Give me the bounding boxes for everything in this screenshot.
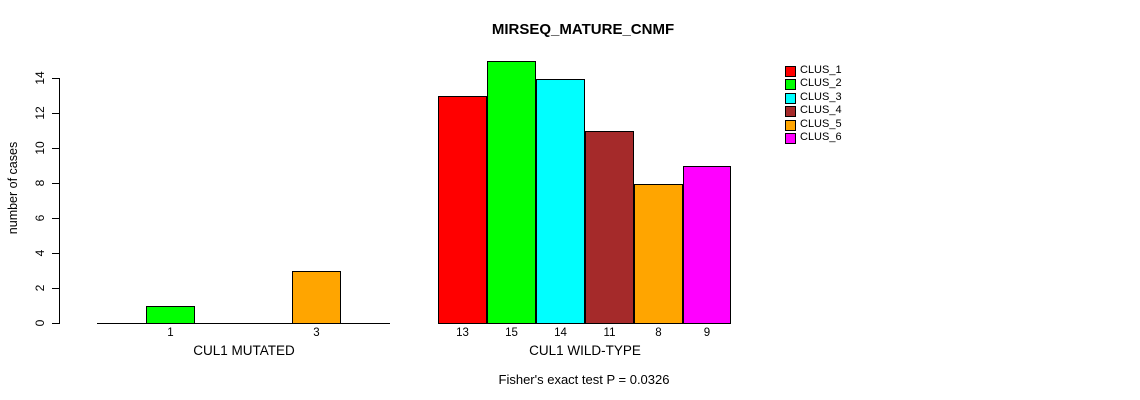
group-label: CUL1 WILD-TYPE bbox=[529, 343, 641, 358]
chart-title: MIRSEQ_MATURE_CNMF bbox=[491, 21, 675, 38]
y-tick-label: 4 bbox=[33, 249, 47, 257]
bar bbox=[683, 166, 731, 324]
y-tick-label: 6 bbox=[33, 214, 47, 222]
bar-value-label: 15 bbox=[505, 327, 518, 339]
legend-label: CLUS_6 bbox=[800, 131, 842, 143]
y-tick-mark bbox=[52, 323, 59, 324]
legend-label: CLUS_2 bbox=[800, 77, 842, 89]
bar-value-label: 13 bbox=[456, 327, 469, 339]
bar-value-label: 3 bbox=[313, 327, 320, 339]
legend-swatch bbox=[785, 120, 796, 131]
y-tick-mark bbox=[52, 183, 59, 184]
legend-swatch bbox=[785, 66, 796, 77]
y-tick-label: 14 bbox=[33, 71, 47, 85]
bar bbox=[585, 131, 634, 324]
group-label: CUL1 MUTATED bbox=[193, 343, 295, 358]
y-tick-mark bbox=[52, 253, 59, 254]
bar bbox=[487, 61, 536, 324]
y-tick-mark bbox=[52, 78, 59, 79]
bar-value-label: 9 bbox=[703, 327, 711, 339]
y-tick-label: 0 bbox=[33, 319, 47, 327]
legend-label: CLUS_1 bbox=[800, 64, 842, 76]
y-tick-mark bbox=[52, 218, 59, 219]
y-tick-label: 2 bbox=[33, 284, 47, 292]
bar bbox=[438, 96, 487, 324]
bar bbox=[146, 306, 195, 324]
legend-label: CLUS_3 bbox=[800, 91, 842, 103]
bar-value-label: 11 bbox=[603, 327, 616, 339]
bar-value-label: 1 bbox=[167, 327, 174, 339]
bar bbox=[292, 271, 341, 324]
y-axis-label: number of cases bbox=[6, 141, 20, 235]
bar bbox=[536, 79, 585, 324]
legend-swatch bbox=[785, 79, 796, 90]
bar-value-label: 14 bbox=[554, 327, 567, 339]
legend-swatch bbox=[785, 93, 796, 104]
legend-label: CLUS_5 bbox=[800, 118, 842, 130]
y-tick-label: 12 bbox=[33, 106, 47, 120]
y-tick-label: 8 bbox=[33, 179, 47, 187]
y-tick-mark bbox=[52, 113, 59, 114]
y-tick-label: 10 bbox=[33, 141, 47, 155]
legend-swatch bbox=[785, 133, 796, 144]
footnote-text: Fisher's exact test P = 0.0326 bbox=[498, 372, 670, 387]
x-axis-line bbox=[97, 323, 390, 324]
y-tick-mark bbox=[52, 288, 59, 289]
legend-swatch bbox=[785, 106, 796, 117]
y-tick-mark bbox=[52, 148, 59, 149]
bar-value-label: 8 bbox=[655, 327, 662, 339]
bar bbox=[634, 184, 683, 324]
legend-label: CLUS_4 bbox=[800, 104, 842, 116]
y-axis-line bbox=[59, 78, 60, 324]
